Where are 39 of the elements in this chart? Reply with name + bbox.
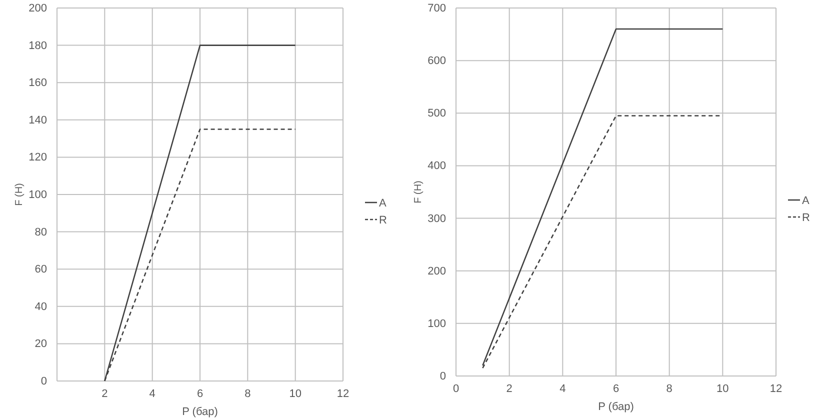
y-tick-label: 80 [34,226,47,238]
legend-label: A [379,198,387,210]
y-tick-label: 180 [28,40,47,52]
legend-label: R [802,212,810,224]
x-tick-label: 6 [612,382,620,395]
x-tick-label: 4 [560,382,566,395]
y-tick-label: 200 [428,265,446,278]
y-tick-label: 160 [28,77,47,90]
x-tick-label: 10 [289,388,302,400]
x-tick-label: 12 [770,382,782,395]
y-tick-label: 60 [34,264,47,276]
x-tick-label: 2 [102,388,108,400]
x-tick-label: 6 [196,388,204,400]
x-tick-label: 8 [666,382,672,395]
x-tick-label: 2 [506,382,512,395]
y-tick-label: 600 [428,55,446,68]
legend-label: A [802,195,810,207]
y-tick-label: 140 [28,114,47,126]
y-tick-label: 120 [28,152,47,164]
y-tick-label: 20 [34,338,47,350]
x-axis-title: P (бар) [598,401,634,413]
legend-label: R [379,214,387,226]
y-tick-label: 700 [428,2,446,15]
y-tick-label: 100 [28,189,47,202]
y-axis-title: F (H) [413,180,424,204]
x-tick-label: 8 [244,388,251,400]
x-tick-label: 0 [452,382,460,395]
y-tick-label: 0 [440,370,446,383]
y-tick-label: 200 [28,2,47,15]
y-tick-label: 500 [428,108,446,120]
y-tick-label: 400 [428,160,446,172]
x-axis-title: P (бар) [182,406,218,418]
y-axis-title: F (H) [14,183,25,206]
y-tick-label: 100 [428,318,446,330]
y-tick-label: 300 [428,212,446,225]
y-tick-label: 40 [34,300,47,313]
x-tick-label: 4 [149,388,156,400]
x-tick-label: 12 [336,388,350,400]
x-tick-label: 10 [716,382,729,395]
